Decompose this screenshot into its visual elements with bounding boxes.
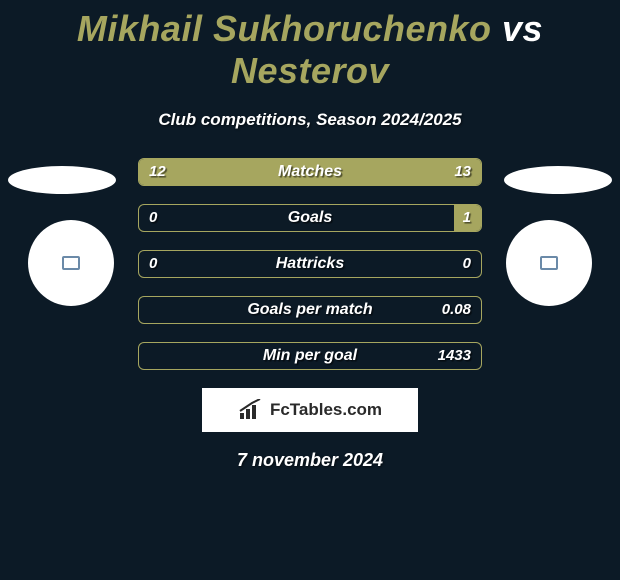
stat-bar: 0Goals1: [138, 204, 482, 232]
stat-value-right: 1: [463, 205, 471, 231]
brand-box: FcTables.com: [202, 388, 418, 432]
date-text: 7 november 2024: [0, 450, 620, 471]
club-logo-right: [506, 220, 592, 306]
stat-label: Hattricks: [139, 251, 481, 277]
brand-chart-icon: [238, 399, 264, 421]
stat-label: Goals: [139, 205, 481, 231]
nation-flag-left: [8, 166, 116, 194]
title-vs: vs: [502, 8, 543, 49]
stat-value-right: 0.08: [442, 297, 471, 323]
club-logo-left: [28, 220, 114, 306]
stat-value-right: 0: [463, 251, 471, 277]
stat-bar: 0Hattricks0: [138, 250, 482, 278]
stat-label: Goals per match: [139, 297, 481, 323]
page-title: Mikhail Sukhoruchenko vs Nesterov: [0, 0, 620, 92]
title-player1: Mikhail Sukhoruchenko: [77, 8, 492, 49]
brand-text: FcTables.com: [270, 400, 382, 420]
comparison-arena: 12Matches130Goals10Hattricks0Goals per m…: [0, 158, 620, 471]
subtitle: Club competitions, Season 2024/2025: [0, 110, 620, 130]
nation-flag-right: [504, 166, 612, 194]
stat-label: Min per goal: [139, 343, 481, 369]
stat-value-right: 1433: [438, 343, 471, 369]
stat-value-right: 13: [454, 159, 471, 185]
title-player2: Nesterov: [231, 50, 389, 91]
stat-bar: Goals per match0.08: [138, 296, 482, 324]
stat-label: Matches: [139, 159, 481, 185]
stat-bars: 12Matches130Goals10Hattricks0Goals per m…: [138, 158, 482, 370]
stat-bar: Min per goal1433: [138, 342, 482, 370]
stat-bar: 12Matches13: [138, 158, 482, 186]
